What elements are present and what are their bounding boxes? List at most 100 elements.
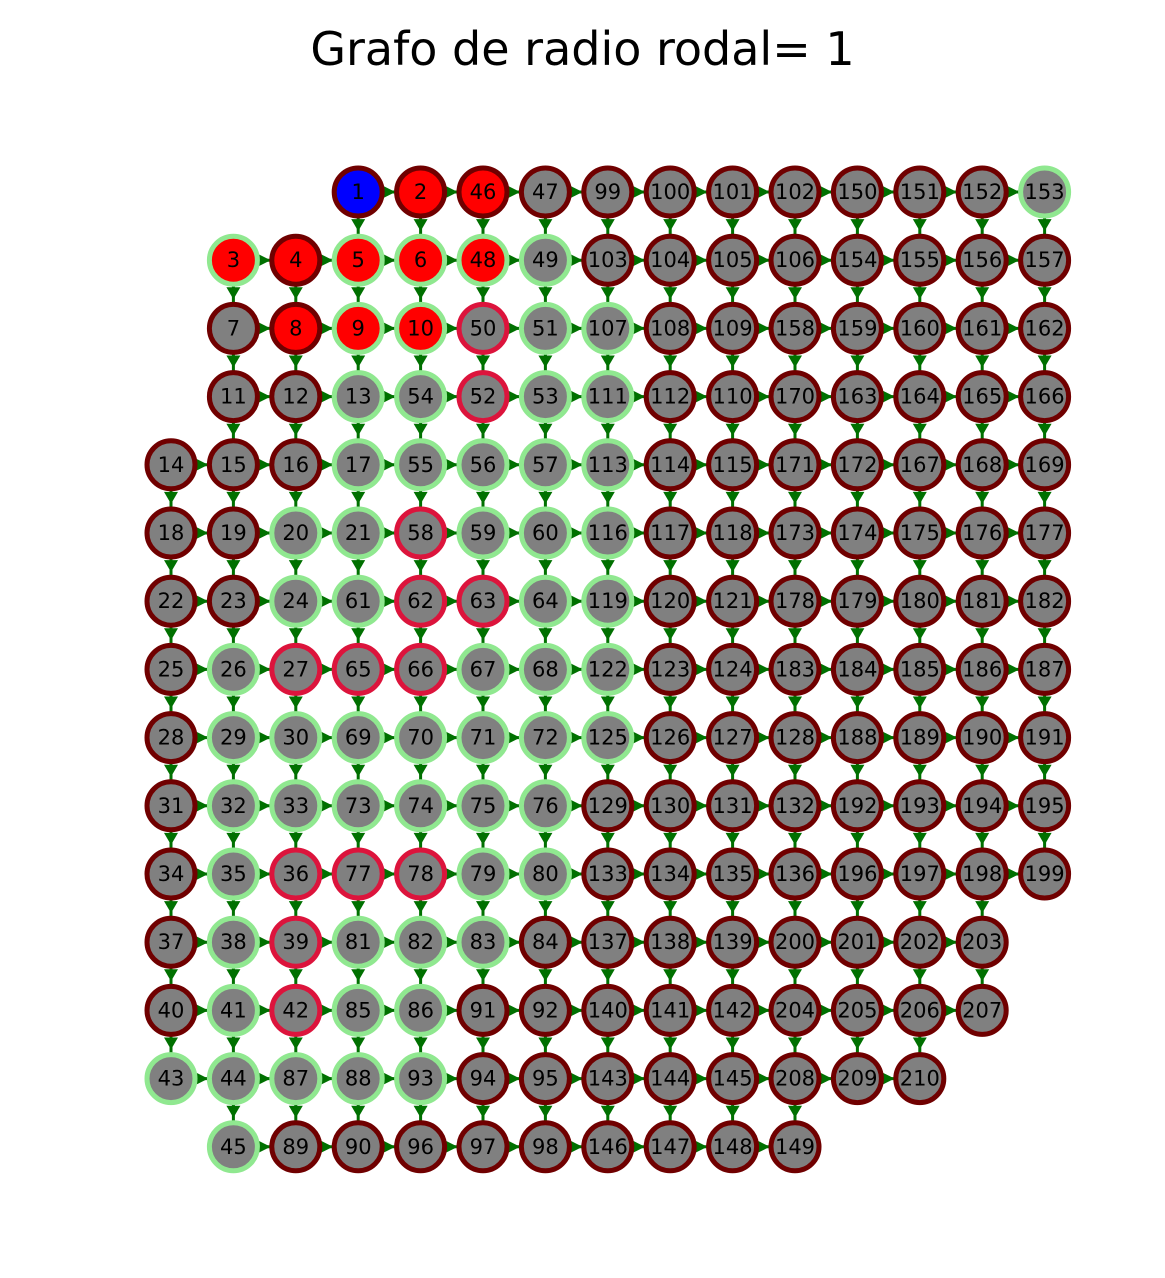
node-circle-7: [206, 301, 260, 355]
node-50: 50: [456, 301, 510, 355]
node-94: 94: [456, 1052, 510, 1106]
node-203: 203: [955, 915, 1009, 969]
node-label-82: 82: [407, 930, 434, 954]
node-circle-81: [331, 915, 385, 969]
edge-arrow-58-62: [413, 560, 428, 573]
edge-arrow-189-193: [912, 764, 927, 777]
node-circle-17: [331, 438, 385, 492]
edge-arrow-115-171: [757, 458, 770, 471]
edge-arrow-84-92: [538, 969, 553, 982]
node-label-19: 19: [220, 521, 247, 545]
edge-arrow-77-81: [351, 901, 366, 914]
edge-arrow-17-21: [351, 491, 366, 504]
edge-arrow-128-188: [820, 731, 833, 744]
edge-arrow-23-26: [226, 628, 241, 641]
edge-arrow-49-51: [538, 287, 553, 300]
node-107: 107: [581, 301, 635, 355]
edge-arrow-127-131: [725, 764, 740, 777]
node-circle-202: [893, 915, 947, 969]
node-circle-67: [456, 642, 510, 696]
node-55: 55: [394, 438, 448, 492]
node-183: 183: [768, 642, 822, 696]
node-label-98: 98: [532, 1135, 559, 1159]
node-circle-25: [144, 642, 198, 696]
edge-arrow-189-190: [945, 731, 957, 744]
edge-arrow-109-158: [757, 322, 770, 335]
edge-arrow-181-182: [1007, 595, 1020, 608]
edge-arrow-93-96: [413, 1105, 428, 1118]
node-circle-194: [955, 779, 1009, 833]
node-circle-37: [144, 915, 198, 969]
edge-arrow-15-19: [226, 491, 241, 504]
node-circle-34: [144, 847, 198, 901]
node-label-23: 23: [220, 589, 247, 613]
node-189: 189: [893, 711, 947, 765]
edge-arrow-182-187: [1037, 628, 1052, 641]
edge-arrow-112-114: [663, 423, 678, 436]
node-label-142: 142: [713, 998, 753, 1022]
edge-arrow-54-52: [445, 390, 458, 403]
edge-arrow-146-147: [633, 1140, 645, 1153]
edge-arrow-69-70: [383, 731, 396, 744]
node-38: 38: [206, 915, 260, 969]
node-label-29: 29: [220, 726, 247, 750]
edge-arrow-191-195: [1037, 764, 1052, 777]
node-72: 72: [518, 711, 572, 765]
node-label-187: 187: [1025, 657, 1065, 681]
node-circle-73: [331, 779, 385, 833]
node-label-34: 34: [158, 862, 185, 886]
edge-arrow-43-44: [196, 1072, 209, 1085]
edge-arrow-124-183: [757, 663, 770, 676]
edge-arrow-174-175: [882, 527, 895, 539]
edge-arrow-83-91: [476, 969, 490, 982]
node-circle-36: [269, 847, 323, 901]
node-circle-59: [456, 506, 510, 560]
node-85: 85: [331, 983, 385, 1037]
node-circle-16: [269, 438, 323, 492]
node-175: 175: [893, 506, 947, 560]
node-label-134: 134: [650, 862, 690, 886]
node-49: 49: [518, 233, 572, 287]
edge-arrow-105-106: [757, 254, 770, 267]
node-142: 142: [706, 983, 760, 1037]
node-187: 187: [1018, 642, 1072, 696]
node-label-10: 10: [407, 316, 434, 340]
edge-arrow-202-206: [912, 969, 927, 982]
node-label-191: 191: [1025, 726, 1065, 750]
node-174: 174: [830, 506, 884, 560]
edge-arrow-200-201: [820, 936, 833, 949]
node-152: 152: [955, 165, 1009, 219]
edge-arrow-34-37: [164, 901, 178, 914]
node-label-167: 167: [900, 453, 940, 477]
edge-arrow-62-63: [445, 595, 458, 608]
node-circle-178: [768, 574, 822, 628]
node-circle-171: [768, 438, 822, 492]
edge-arrow-163-164: [882, 390, 895, 403]
node-label-51: 51: [532, 316, 559, 340]
edge-arrow-71-72: [508, 731, 521, 744]
edge-arrow-193-197: [912, 832, 927, 845]
node-circle-31: [144, 779, 198, 833]
node-circle-91: [456, 983, 510, 1037]
node-3: 3: [206, 233, 260, 287]
edge-arrow-13-54: [383, 390, 396, 403]
node-circle-126: [643, 711, 697, 765]
node-100: 100: [643, 165, 697, 219]
edge-arrow-82-86: [413, 969, 428, 982]
edge-arrow-24-61: [321, 595, 333, 608]
node-label-102: 102: [775, 180, 815, 204]
node-circle-168: [955, 438, 1009, 492]
edge-arrow-16-20: [288, 491, 303, 504]
node-circle-144: [643, 1052, 697, 1106]
node-circle-84: [518, 915, 572, 969]
node-label-141: 141: [650, 998, 690, 1022]
node-138: 138: [643, 915, 697, 969]
edge-arrow-6-48: [445, 254, 458, 267]
node-circle-66: [394, 642, 448, 696]
node-74: 74: [394, 779, 448, 833]
node-circle-151: [893, 165, 947, 219]
node-circle-148: [706, 1120, 760, 1174]
node-label-20: 20: [282, 521, 309, 545]
node-label-124: 124: [713, 657, 753, 681]
edge-arrow-206-210: [912, 1037, 927, 1050]
